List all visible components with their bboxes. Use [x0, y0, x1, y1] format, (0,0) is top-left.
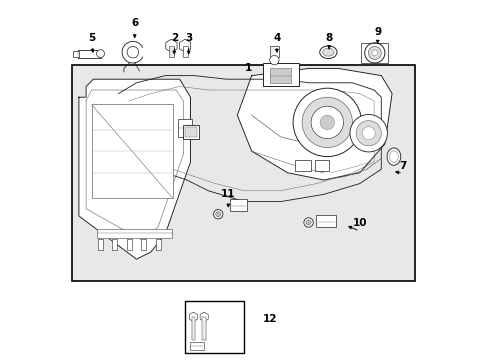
Bar — [185, 127, 197, 137]
Bar — [112, 239, 117, 250]
Circle shape — [362, 127, 374, 140]
Bar — [178, 119, 192, 137]
Circle shape — [310, 106, 343, 139]
Polygon shape — [237, 68, 391, 180]
Circle shape — [303, 218, 313, 227]
Text: 5: 5 — [88, 33, 95, 43]
Circle shape — [320, 115, 334, 130]
Bar — [73, 51, 79, 57]
Circle shape — [302, 97, 352, 148]
Circle shape — [127, 46, 139, 58]
Bar — [185, 301, 244, 353]
Bar — [230, 199, 247, 211]
Bar — [183, 125, 199, 139]
Bar — [155, 239, 160, 250]
Text: 9: 9 — [373, 27, 381, 37]
Text: 6: 6 — [131, 18, 138, 28]
Bar — [191, 317, 195, 340]
Bar — [314, 160, 328, 171]
Text: 11: 11 — [221, 189, 235, 199]
Bar — [126, 239, 132, 250]
Bar — [78, 50, 101, 58]
Bar — [98, 239, 103, 250]
Circle shape — [269, 55, 279, 65]
Bar — [97, 229, 172, 238]
Text: 10: 10 — [352, 218, 366, 228]
Bar — [262, 63, 298, 86]
Circle shape — [355, 121, 381, 146]
Text: 12: 12 — [262, 314, 276, 324]
Circle shape — [367, 46, 381, 59]
Text: 8: 8 — [325, 33, 332, 43]
Bar — [202, 317, 205, 340]
Text: 7: 7 — [398, 161, 406, 171]
Text: 1: 1 — [244, 63, 251, 73]
Bar — [294, 160, 310, 171]
Circle shape — [349, 114, 386, 152]
Circle shape — [96, 50, 104, 58]
Ellipse shape — [386, 148, 400, 165]
Bar — [316, 215, 336, 227]
Bar — [168, 46, 174, 57]
Circle shape — [215, 212, 220, 217]
Text: 3: 3 — [184, 33, 192, 43]
Bar — [72, 65, 415, 281]
Ellipse shape — [319, 46, 336, 59]
Text: 2: 2 — [170, 33, 178, 43]
Polygon shape — [79, 79, 190, 259]
Circle shape — [292, 88, 361, 157]
Ellipse shape — [322, 48, 333, 56]
Bar — [182, 46, 187, 57]
Bar — [269, 68, 291, 83]
Circle shape — [213, 210, 223, 219]
Bar — [91, 104, 172, 198]
Bar — [141, 239, 146, 250]
Circle shape — [305, 220, 310, 225]
Bar — [189, 342, 204, 350]
Circle shape — [364, 43, 384, 63]
Ellipse shape — [389, 151, 397, 162]
Bar — [269, 46, 278, 57]
Circle shape — [371, 50, 377, 56]
Text: 4: 4 — [273, 33, 280, 43]
